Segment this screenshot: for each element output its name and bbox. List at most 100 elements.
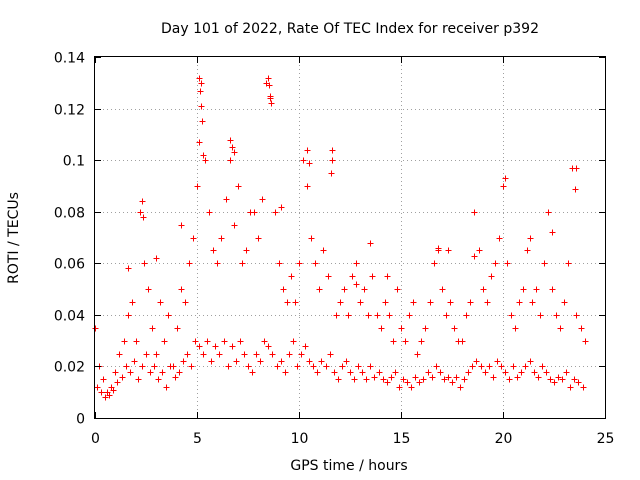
data-point <box>469 363 476 370</box>
data-point <box>265 75 272 82</box>
data-point <box>447 299 454 306</box>
data-point <box>300 157 307 164</box>
data-point <box>304 183 311 190</box>
data-point <box>347 369 354 376</box>
data-point <box>345 312 352 319</box>
y-tick-label: 0.1 <box>63 154 85 170</box>
data-point <box>304 147 311 154</box>
data-point <box>445 374 452 381</box>
data-point <box>549 286 556 293</box>
data-point <box>257 358 264 365</box>
data-point <box>412 374 419 381</box>
data-point <box>533 286 540 293</box>
data-point <box>184 351 191 358</box>
data-point <box>139 363 146 370</box>
data-point <box>388 374 395 381</box>
data-point <box>573 165 580 172</box>
data-point <box>578 325 585 332</box>
data-point <box>374 312 381 319</box>
data-point <box>227 157 234 164</box>
data-point <box>545 209 552 216</box>
data-point <box>406 312 413 319</box>
data-point <box>268 100 275 107</box>
data-point <box>147 369 154 376</box>
data-point <box>353 281 360 288</box>
data-point <box>202 157 209 164</box>
data-point <box>392 369 399 376</box>
data-point <box>131 358 138 365</box>
data-point <box>461 376 468 383</box>
data-point <box>367 363 374 370</box>
data-point <box>502 369 509 376</box>
data-point <box>463 312 470 319</box>
data-point <box>316 286 323 293</box>
data-point <box>272 209 279 216</box>
data-point <box>327 351 334 358</box>
data-point <box>221 338 228 345</box>
data-point <box>298 351 305 358</box>
data-point <box>496 235 503 242</box>
data-point <box>514 374 521 381</box>
data-point <box>353 260 360 267</box>
chart-title: Day 101 of 2022, Rate Of TEC Index for r… <box>161 21 539 37</box>
data-point <box>547 376 554 383</box>
grid <box>95 57 605 418</box>
data-point <box>92 325 99 332</box>
data-point <box>318 358 325 365</box>
data-point <box>266 82 273 89</box>
data-point <box>541 260 548 267</box>
data-point <box>114 379 121 386</box>
data-point <box>153 255 160 262</box>
data-point <box>288 273 295 280</box>
data-point <box>251 209 258 216</box>
data-point <box>110 387 117 394</box>
data-point <box>151 363 158 370</box>
data-point <box>241 351 248 358</box>
data-point <box>265 343 272 350</box>
data-point <box>249 369 256 376</box>
data-point <box>155 376 162 383</box>
data-point <box>216 351 223 358</box>
data-point <box>200 351 207 358</box>
data-point <box>125 312 132 319</box>
data-point <box>198 103 205 110</box>
data-point <box>425 369 432 376</box>
data-point <box>557 325 564 332</box>
data-point <box>239 260 246 267</box>
data-point <box>129 299 136 306</box>
data-point <box>429 374 436 381</box>
data-point <box>565 260 572 267</box>
data-point <box>510 363 517 370</box>
data-point <box>206 209 213 216</box>
data-point <box>227 137 234 144</box>
data-point <box>439 286 446 293</box>
data-point <box>302 343 309 350</box>
data-point <box>290 338 297 345</box>
data-point <box>139 198 146 205</box>
data-point <box>269 351 276 358</box>
data-point <box>339 363 346 370</box>
data-point <box>527 235 534 242</box>
data-point <box>212 343 219 350</box>
x-tick-label: 15 <box>393 431 411 447</box>
data-point <box>555 374 562 381</box>
data-point <box>369 273 376 280</box>
data-point <box>245 363 252 370</box>
data-point <box>404 379 411 386</box>
data-point <box>433 363 440 370</box>
data-point <box>98 389 105 396</box>
data-point <box>516 299 523 306</box>
data-point <box>237 338 244 345</box>
data-point <box>380 376 387 383</box>
data-point <box>551 379 558 386</box>
data-point <box>190 235 197 242</box>
data-point <box>308 235 315 242</box>
data-point <box>418 338 425 345</box>
data-point <box>349 273 356 280</box>
data-point <box>490 374 497 381</box>
data-point <box>465 369 472 376</box>
data-point <box>329 157 336 164</box>
data-point <box>192 338 199 345</box>
data-point <box>188 363 195 370</box>
